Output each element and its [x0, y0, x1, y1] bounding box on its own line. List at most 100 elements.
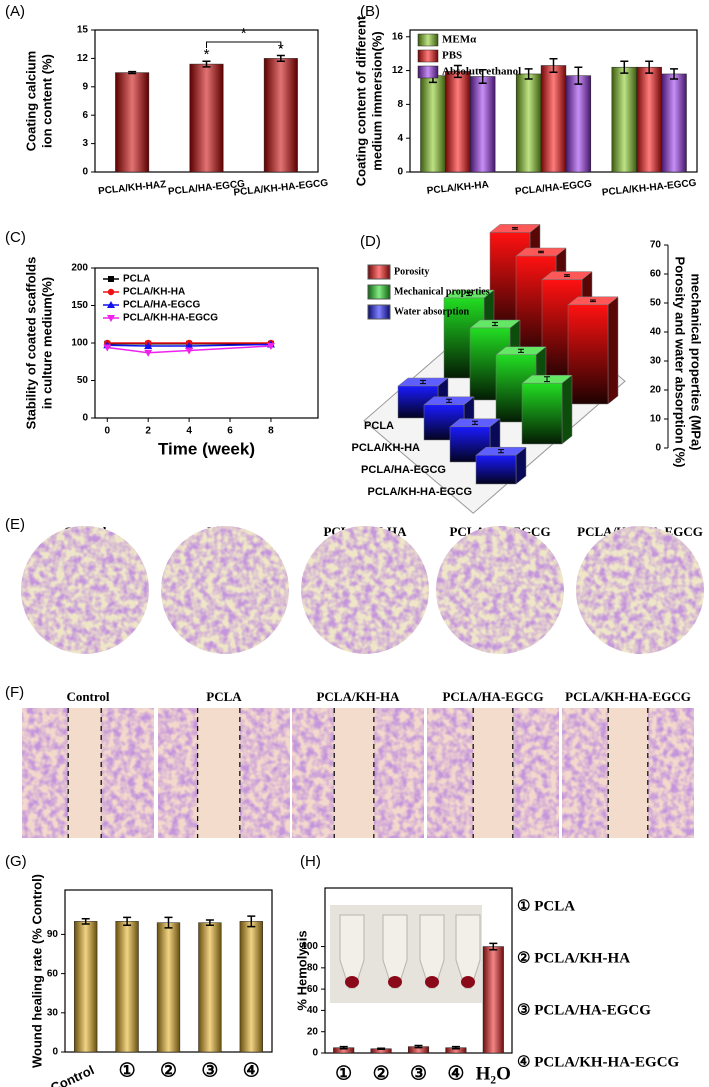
- y-tick-label: 60: [47, 968, 59, 979]
- tube: [455, 914, 481, 989]
- legend-swatch: [417, 49, 439, 63]
- y-tick-label: 20: [307, 1026, 319, 1037]
- x-tick-label: Control: [48, 1062, 96, 1087]
- y-tick-label: 200: [71, 263, 88, 274]
- legend-label: ② PCLA/KH-HA: [517, 950, 630, 966]
- y-tick-label: 80: [307, 962, 319, 973]
- z-tick-label: 30: [650, 356, 662, 367]
- y-tick-label: 3: [82, 138, 88, 149]
- image-label: PCLA: [206, 689, 242, 704]
- y-tick-label: 30: [47, 1007, 59, 1018]
- error-bar: [544, 376, 550, 383]
- point: [266, 343, 275, 350]
- significance-mark: *: [241, 25, 247, 42]
- legend-label: ① PCLA: [517, 898, 575, 914]
- point: [107, 315, 115, 322]
- legend-swatch: [367, 304, 391, 320]
- significance-mark: *: [278, 41, 284, 58]
- error-bar: [564, 274, 570, 277]
- y-tick-label: 16: [392, 31, 404, 42]
- x-axis-title: Time (week): [158, 439, 255, 458]
- x-tick-label: ④: [447, 1063, 464, 1084]
- error-bar: [492, 321, 498, 327]
- z-tick-label: 10: [650, 414, 662, 425]
- bar: [521, 382, 563, 445]
- category-label: PCLA/HA-EGCG: [361, 464, 446, 476]
- panel-label: (D): [360, 233, 381, 250]
- y-tick-label: 8: [397, 99, 403, 110]
- significance-mark: *: [204, 46, 210, 63]
- y-tick-label: 40: [307, 1005, 319, 1016]
- legend-label: Porosity: [394, 266, 429, 277]
- error-bar: [414, 1044, 423, 1049]
- cell-texture: [161, 526, 289, 654]
- x-tick-label: 2: [145, 426, 151, 437]
- scratch-gap: [473, 708, 513, 838]
- point: [185, 342, 194, 349]
- legend-label: ④ PCLA/KH-HA-EGCG: [517, 1054, 680, 1070]
- tube: [419, 914, 445, 989]
- y-axis-title: Coating content of different: [353, 15, 368, 186]
- image-label: Control: [66, 689, 109, 704]
- x-tick-label: PCLA/KH-HA: [426, 179, 489, 196]
- y-axis-title: in culture medium(%): [39, 277, 54, 409]
- error-bar: [472, 420, 478, 425]
- error-bar: [524, 68, 533, 80]
- category-label: PCLA/KH-HA-EGCG: [368, 486, 473, 498]
- blood-pellet: [388, 976, 402, 988]
- error-bar: [247, 915, 256, 928]
- point: [108, 276, 114, 282]
- panel-label: (F): [5, 684, 24, 701]
- blood-pellet: [345, 976, 359, 988]
- error-bar: [549, 57, 558, 74]
- panel-label: (G): [5, 853, 27, 870]
- bar: [515, 73, 542, 173]
- x-tick-label: PCLA/HA-EGCG: [515, 179, 593, 198]
- bar: [661, 73, 687, 173]
- scratch-gap: [608, 708, 648, 838]
- bar: [115, 921, 139, 1053]
- x-tick-label: ①: [119, 1060, 136, 1081]
- series-line: [107, 345, 271, 354]
- y-axis-title: mechanical properties (MPa): [689, 274, 704, 451]
- bar: [611, 66, 637, 173]
- y-tick-label: 0: [52, 1047, 58, 1058]
- y-tick-label: 0: [397, 167, 403, 178]
- legend-label: PCLA/KH-HA: [123, 287, 185, 298]
- cell-texture: [576, 526, 704, 654]
- legend-label: Water absorption: [394, 306, 470, 317]
- scratch-gap: [68, 708, 102, 838]
- bar: [74, 921, 98, 1053]
- y-tick-label: 4: [397, 133, 403, 144]
- bar-side: [607, 296, 619, 405]
- error-bar: [645, 60, 654, 74]
- y-tick-label: 12: [77, 53, 89, 64]
- legend-swatch: [417, 33, 439, 47]
- y-axis-title: % Hemolysis: [294, 930, 309, 1010]
- panel-label: (C): [5, 229, 26, 246]
- category-label: PCLA/KH-HA: [352, 442, 420, 454]
- y-axis-title: medium immersion(%): [369, 31, 384, 170]
- legend-label: PCLA/KH-HA-EGCG: [123, 313, 218, 324]
- error-bar: [81, 917, 90, 925]
- error-bar: [205, 919, 214, 927]
- legend-swatch: [417, 65, 439, 79]
- point: [103, 344, 112, 352]
- error-bar: [123, 916, 132, 927]
- blood-pellet: [461, 976, 475, 988]
- bar: [482, 946, 504, 1054]
- y-tick-label: 0: [312, 1048, 318, 1059]
- error-bar: [420, 379, 426, 385]
- z-tick-label: 60: [650, 269, 662, 280]
- error-bar: [518, 348, 524, 353]
- y-tick-label: 6: [82, 110, 88, 121]
- error-bar: [453, 64, 462, 79]
- legend-label: PBS: [442, 50, 462, 62]
- x-tick-label: PCLA/KH-HA-EGCG: [601, 178, 697, 199]
- y-tick-label: 90: [47, 929, 59, 940]
- bar: [263, 58, 298, 173]
- y-tick-label: 12: [392, 65, 404, 76]
- legend-label: PCLA: [123, 274, 150, 285]
- x-tick-label: ④: [243, 1060, 260, 1081]
